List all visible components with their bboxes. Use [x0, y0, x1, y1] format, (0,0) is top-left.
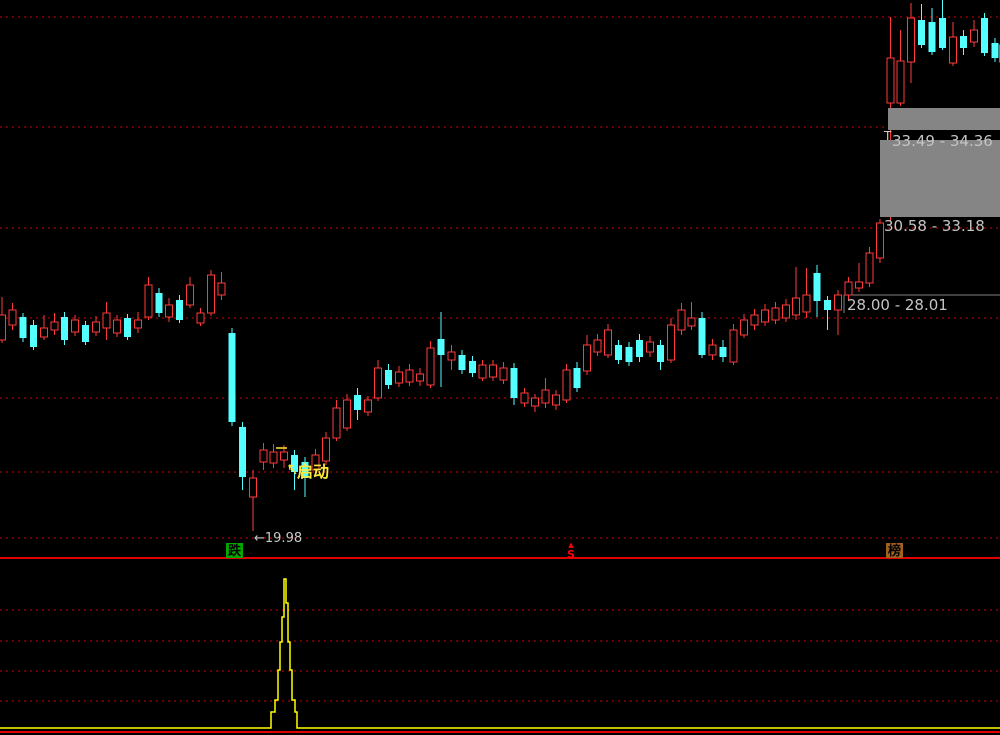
resistance-zones — [880, 108, 1000, 217]
footer-label-boxes — [226, 543, 903, 558]
zone-label-upper: 33.49 - 34.36 — [892, 132, 993, 150]
candlesticks — [0, 0, 1000, 531]
signal-marker-arrow-icon[interactable]: ▲ — [568, 541, 574, 549]
t-marker: T — [883, 129, 892, 143]
footer-label-fall[interactable]: 跌 — [228, 543, 242, 559]
footer-label-rank[interactable]: 榜 — [888, 543, 901, 559]
price-level-line-28 — [843, 294, 1000, 313]
main-chart-gridlines — [0, 16, 1000, 539]
annotation-lines — [276, 447, 297, 475]
low-price-label: ←19.98 — [254, 531, 302, 546]
price-line-label: 28.00 - 28.01 — [847, 296, 948, 314]
start-signal-label[interactable]: 启动 — [297, 462, 329, 481]
axis-lines — [0, 557, 1000, 733]
indicator-signal-spike — [0, 578, 1000, 729]
zone-label-lower: 30.58 - 33.18 — [884, 217, 985, 235]
indicator-gridlines — [0, 609, 1000, 702]
signal-marker-letter[interactable]: S — [567, 548, 575, 561]
